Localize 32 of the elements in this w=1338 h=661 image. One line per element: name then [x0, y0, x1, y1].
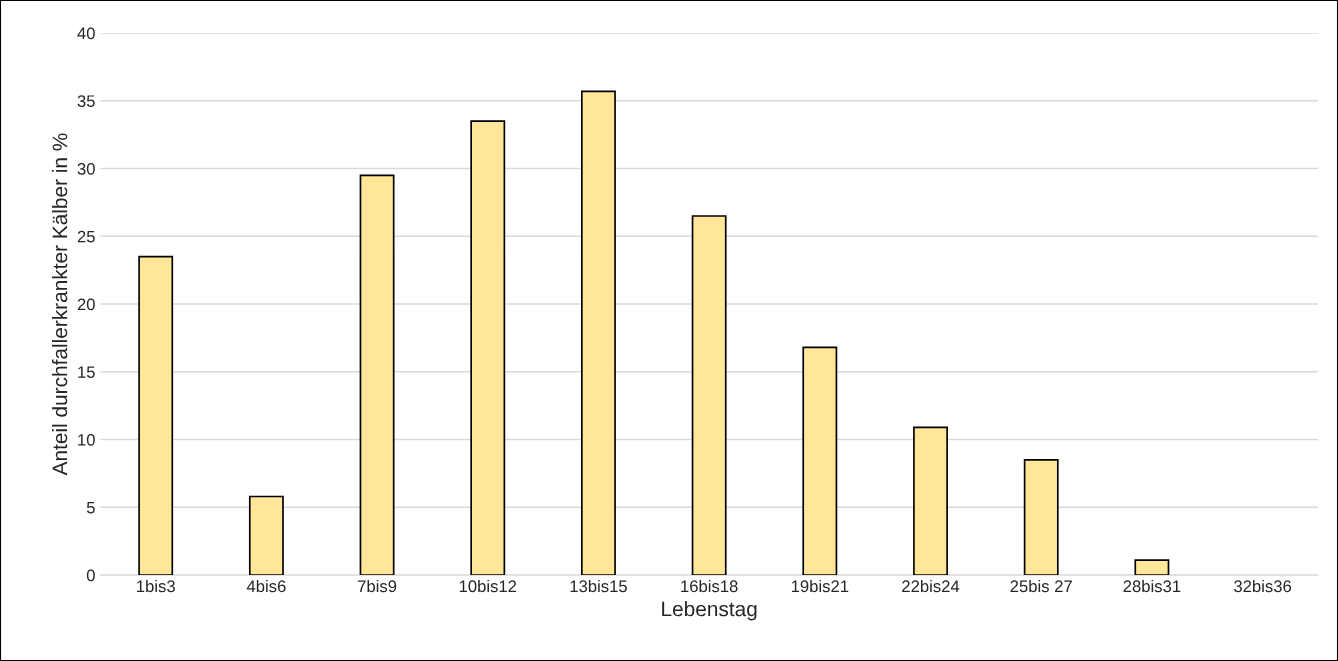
bar	[913, 426, 948, 576]
x-tick-label: 22bis24	[902, 579, 960, 593]
x-tick-label: 7bis9	[358, 579, 397, 593]
bar	[470, 120, 506, 576]
y-tick-label: 20	[77, 298, 95, 311]
bar	[691, 215, 727, 576]
bar	[802, 346, 838, 576]
y-axis-title: Anteil durchfallerkrankter Kälber in %	[51, 133, 68, 476]
x-tick-label: 32bis36	[1234, 579, 1292, 593]
y-tick-label: 30	[77, 162, 95, 175]
y-tick-label: 15	[78, 366, 95, 379]
y-tick-label: 5	[86, 501, 95, 514]
bar	[138, 255, 174, 576]
x-tick-label: 10bis12	[459, 579, 517, 593]
y-tick-label: 10	[78, 433, 95, 446]
y-tick-label: 0	[86, 569, 95, 582]
bar	[1023, 459, 1059, 576]
bar	[581, 90, 616, 576]
x-axis-title: Lebenstag	[662, 601, 757, 621]
bar	[248, 495, 284, 576]
y-tick-label: 40	[77, 27, 95, 40]
bar	[1134, 559, 1170, 576]
y-tick-label: 35	[77, 95, 95, 108]
y-tick-label: 25	[77, 230, 95, 243]
x-tick-label: 13bis15	[570, 579, 627, 593]
bar	[359, 174, 395, 576]
x-tick-label: 28bis31	[1123, 579, 1181, 593]
x-tick-label: 1bis3	[137, 579, 175, 593]
x-tick-label: 16bis18	[681, 579, 738, 593]
x-tick-label: 19bis21	[791, 579, 849, 593]
x-tick-label: 4bis6	[246, 579, 286, 593]
x-tick-label: 25bis 27	[1010, 579, 1072, 593]
